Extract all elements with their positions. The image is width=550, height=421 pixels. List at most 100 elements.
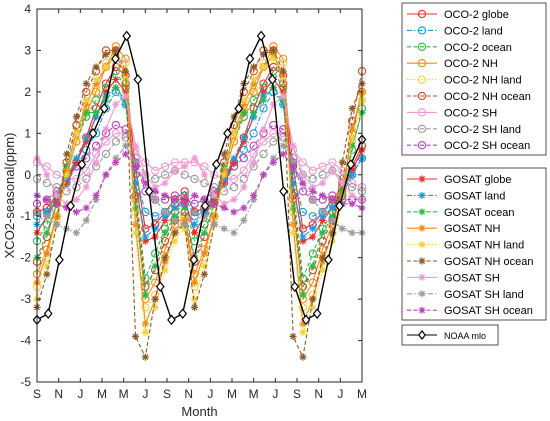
- data-point: [279, 150, 287, 158]
- data-point: [279, 96, 287, 104]
- data-point: [122, 92, 130, 100]
- data-point: [133, 74, 143, 85]
- data-point: [230, 113, 238, 121]
- data-point: [229, 174, 239, 184]
- legend-noaa: NOAA mlo: [401, 324, 499, 346]
- data-point: [112, 154, 120, 162]
- data-point: [102, 125, 110, 133]
- data-point: [82, 204, 90, 212]
- data-point: [178, 308, 188, 319]
- data-point: [82, 133, 90, 142]
- data-point: [269, 137, 278, 146]
- data-point: [141, 233, 149, 241]
- data-point: [309, 295, 317, 303]
- series-line: [36, 49, 363, 288]
- data-point: [77, 159, 87, 170]
- data-point: [151, 187, 159, 195]
- data-point: [144, 186, 154, 197]
- data-point: [249, 141, 258, 150]
- plot-area: [37, 9, 362, 382]
- data-point: [112, 75, 120, 84]
- data-point: [170, 158, 180, 167]
- x-axis-label: Month: [181, 404, 217, 419]
- legend-marker: [417, 75, 427, 84]
- data-point: [279, 186, 288, 197]
- data-point: [141, 328, 149, 336]
- data-point: [338, 158, 346, 166]
- data-point: [229, 183, 239, 192]
- legend-oco2: OCO-2 globe OCO-2 land OCO-2 ocean OCO-2 NH…: [401, 2, 547, 156]
- data-point: [171, 216, 179, 224]
- legend-marker: [417, 26, 427, 35]
- data-point: [279, 88, 287, 96]
- data-point: [161, 216, 169, 224]
- data-point: [62, 150, 71, 158]
- data-point: [259, 92, 268, 100]
- data-point: [141, 171, 149, 179]
- data-point: [82, 166, 91, 175]
- data-point: [151, 183, 159, 191]
- data-point: [210, 191, 218, 200]
- data-point: [189, 254, 199, 266]
- data-point: [318, 162, 327, 171]
- data-point: [289, 204, 297, 212]
- data-point: [190, 303, 199, 311]
- data-point: [181, 196, 189, 204]
- data-point: [53, 191, 61, 200]
- data-point: [200, 200, 210, 212]
- data-point: [230, 208, 238, 216]
- y-tick-label: -2: [20, 251, 31, 265]
- data-point: [43, 270, 51, 278]
- x-tick-label: J: [207, 387, 213, 401]
- legend-label: OCO-2 SH ocean: [444, 140, 530, 152]
- legend-marker: [417, 59, 427, 68]
- data-point: [131, 142, 140, 150]
- data-point: [111, 53, 120, 65]
- y-tick-label: -5: [20, 375, 31, 389]
- data-point: [141, 274, 150, 283]
- data-point: [141, 303, 150, 312]
- data-point: [62, 179, 71, 187]
- data-point: [299, 179, 307, 187]
- data-point: [43, 208, 51, 216]
- legend-marker: [418, 273, 426, 281]
- data-point: [299, 320, 307, 328]
- data-point: [181, 216, 189, 224]
- data-point: [250, 158, 258, 166]
- series-line: [36, 87, 363, 296]
- legend-label: NOAA mlo: [444, 331, 486, 341]
- legend-label: OCO-2 NH ocean: [444, 91, 531, 103]
- legend-marker: [418, 306, 426, 314]
- data-point: [210, 212, 218, 220]
- series-line: [36, 45, 363, 300]
- data-point: [259, 88, 268, 96]
- data-point: [240, 216, 248, 224]
- data-point: [288, 191, 298, 200]
- legend-marker: [417, 42, 427, 51]
- series-line: [36, 91, 363, 217]
- data-point: [240, 183, 248, 191]
- data-point: [72, 158, 80, 166]
- data-point: [220, 179, 228, 187]
- data-point: [190, 229, 199, 237]
- data-point: [250, 109, 258, 117]
- data-point: [210, 220, 218, 229]
- data-point: [309, 262, 317, 270]
- data-point: [171, 167, 179, 175]
- data-point: [318, 170, 327, 179]
- data-point: [324, 254, 333, 266]
- data-point: [309, 303, 317, 311]
- data-point: [161, 208, 169, 216]
- data-point: [101, 149, 111, 159]
- data-point: [131, 158, 140, 166]
- data-point: [122, 30, 132, 42]
- data-point: [160, 162, 170, 171]
- data-point: [269, 100, 277, 108]
- legend-label: GOSAT NH land: [444, 240, 524, 252]
- data-point: [131, 162, 140, 171]
- data-point: [190, 208, 199, 216]
- data-point: [290, 281, 300, 293]
- data-point: [72, 229, 80, 237]
- series-line: [36, 145, 362, 234]
- data-point: [200, 229, 209, 237]
